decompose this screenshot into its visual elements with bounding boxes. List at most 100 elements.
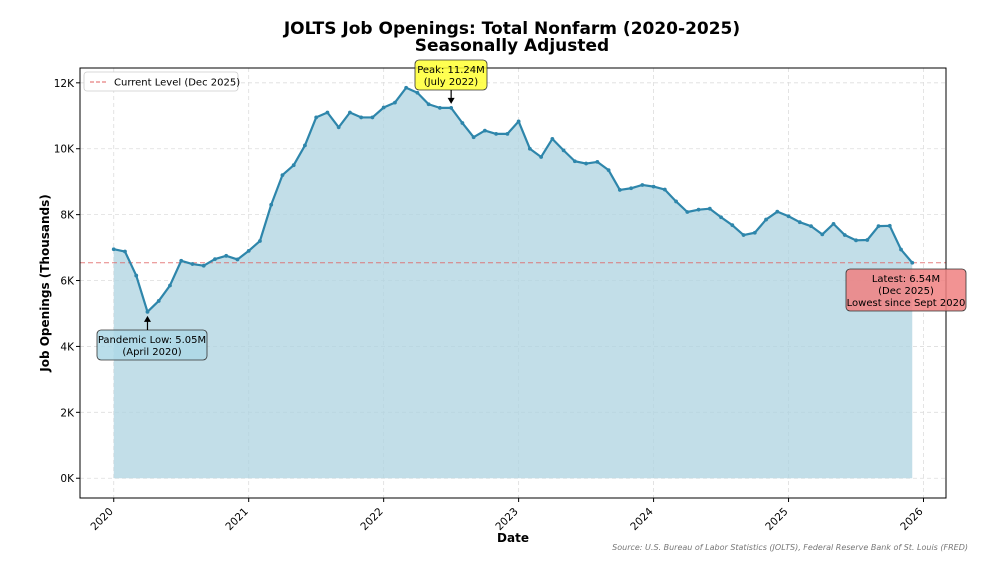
y-axis: 0K 2K 4K 6K 8K 10K 12K <box>54 78 80 485</box>
data-point <box>561 148 566 153</box>
data-point <box>224 253 229 258</box>
data-point <box>494 132 499 136</box>
data-point <box>482 128 487 133</box>
data-point <box>348 110 352 115</box>
x-tick-label: 2025 <box>763 506 790 533</box>
y-tick-label: 2K <box>60 407 75 419</box>
data-point <box>685 210 690 214</box>
y-tick-label: 10K <box>54 144 75 156</box>
area-layer <box>113 87 913 479</box>
legend: Current Level (Dec 2025) <box>83 71 240 92</box>
data-point <box>370 115 375 120</box>
data-point <box>111 247 116 252</box>
data-point <box>707 206 712 211</box>
data-point <box>809 224 813 229</box>
data-point <box>539 155 544 159</box>
x-tick-label: 2024 <box>628 505 656 533</box>
data-point <box>246 248 251 253</box>
data-point <box>156 299 161 303</box>
x-tick-label: 2023 <box>493 506 520 533</box>
series-line <box>113 86 914 313</box>
peak-annotation-text: (July 2022) <box>424 77 479 88</box>
latest-annotation-text: Latest: 6.54M <box>872 274 940 285</box>
data-point <box>235 257 240 262</box>
chart-title: JOLTS Job Openings: Total Nonfarm (2020-… <box>283 19 740 39</box>
data-point <box>527 146 532 151</box>
line-layer <box>113 86 914 313</box>
data-point <box>404 85 409 90</box>
data-point <box>303 143 307 148</box>
data-point <box>640 183 645 187</box>
data-point <box>550 136 555 141</box>
data-point <box>752 230 757 235</box>
data-point <box>651 184 656 189</box>
data-point <box>696 207 701 212</box>
data-point <box>393 100 397 105</box>
annotations: Peak: 11.24M(July 2022) Pandemic Low: 5.0… <box>96 59 967 361</box>
data-point <box>865 238 870 242</box>
area-fill <box>113 87 913 479</box>
data-point <box>764 217 768 222</box>
data-point <box>797 220 802 225</box>
data-point <box>325 110 330 115</box>
low-annotation-text: Pandemic Low: 5.05M <box>98 335 206 346</box>
data-point <box>134 273 139 278</box>
x-axis-label: Date <box>497 531 529 545</box>
data-point <box>336 125 341 130</box>
data-point <box>854 238 858 243</box>
x-tick-label: 2021 <box>223 506 250 533</box>
data-point <box>584 161 589 166</box>
data-point <box>899 247 903 252</box>
data-point <box>820 232 825 237</box>
data-point <box>168 283 172 288</box>
x-axis: 2020 2021 2022 2023 2024 2025 2026 <box>88 498 926 533</box>
data-point <box>179 258 184 263</box>
data-point <box>662 187 667 192</box>
peak-annotation-text: Peak: 11.24M <box>417 65 485 76</box>
data-point <box>730 223 735 228</box>
data-point <box>314 115 319 120</box>
data-point <box>213 257 217 262</box>
data-point <box>415 90 420 95</box>
x-tick-label: 2020 <box>88 506 115 533</box>
points-layer <box>111 85 915 314</box>
data-point <box>190 262 195 266</box>
data-point <box>426 102 431 107</box>
legend-box <box>83 71 239 92</box>
data-point <box>505 132 510 136</box>
low-arrowhead <box>143 315 151 322</box>
peak-arrowhead <box>447 97 455 104</box>
latest-annotation-text: Lowest since Sept 2020 <box>847 298 966 309</box>
y-tick-label: 12K <box>54 78 75 90</box>
data-point <box>741 233 746 237</box>
data-point <box>831 221 836 226</box>
data-point <box>460 121 465 125</box>
low-annotation-text: (April 2020) <box>122 347 181 358</box>
low-annotation-box <box>96 329 208 361</box>
data-point <box>910 260 915 265</box>
y-tick-label: 0K <box>60 473 75 485</box>
data-point <box>449 105 454 110</box>
chart-subtitle: Seasonally Adjusted <box>415 36 609 56</box>
data-point <box>516 119 521 124</box>
data-point <box>887 223 892 228</box>
data-point <box>606 168 611 173</box>
data-point <box>471 135 476 140</box>
data-point <box>381 105 386 110</box>
data-point <box>775 209 780 214</box>
data-point <box>876 224 881 229</box>
y-tick-label: 4K <box>60 341 75 353</box>
latest-annotation-text: (Dec 2025) <box>878 286 934 297</box>
data-point <box>786 214 791 219</box>
latest-annotation-box <box>845 268 967 312</box>
data-point <box>617 188 622 192</box>
data-point <box>258 239 262 243</box>
data-point <box>269 202 274 207</box>
x-tick-label: 2026 <box>898 505 926 533</box>
y-axis-label: Job Openings (Thousands) <box>38 194 52 373</box>
data-point <box>437 105 442 110</box>
data-point <box>595 160 600 164</box>
data-point <box>123 249 127 254</box>
data-point <box>359 115 364 120</box>
